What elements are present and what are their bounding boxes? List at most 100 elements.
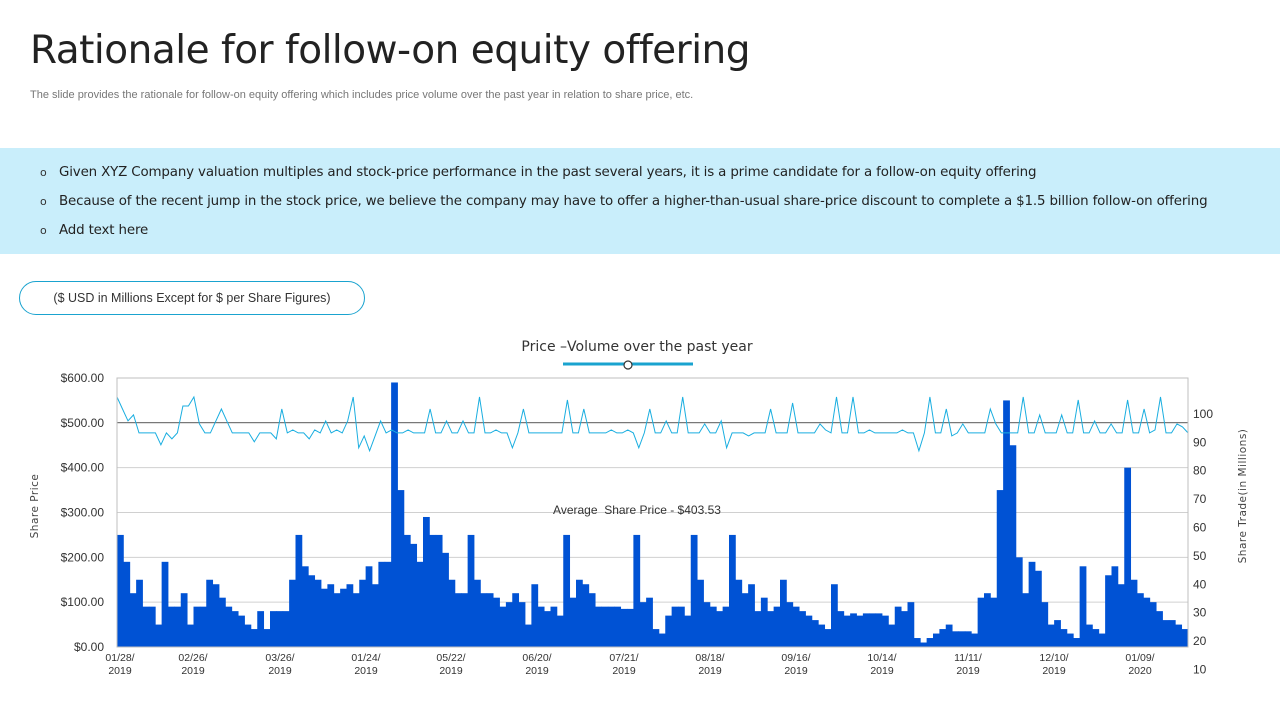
price-bar (231, 611, 239, 647)
price-bar (741, 593, 749, 647)
price-bar (984, 593, 991, 647)
price-bar (665, 615, 673, 647)
price-bar (193, 606, 201, 647)
x-tick-label: 07/21/ (609, 652, 638, 664)
price-bar (123, 561, 131, 647)
price-bar (321, 588, 328, 647)
price-bar (544, 611, 551, 647)
y-tick-label: $300.00 (61, 506, 105, 520)
price-bar (703, 602, 711, 647)
price-bar (971, 633, 979, 647)
price-bar (550, 606, 558, 647)
x-tick-label-year: 2019 (870, 665, 894, 677)
price-bar (786, 602, 794, 647)
price-bar (1137, 593, 1144, 647)
x-tick-label: 09/16/ (781, 652, 810, 664)
price-bar (263, 629, 271, 647)
price-bar (206, 579, 214, 647)
price-bar (180, 593, 188, 647)
y2-axis-title: Share Trade(in Millions) (1237, 429, 1249, 564)
price-bar (199, 606, 207, 647)
price-bar (276, 611, 284, 647)
x-tick-label: 01/28/ (105, 652, 134, 664)
y-tick-label: $500.00 (61, 416, 105, 430)
price-bar (913, 638, 921, 647)
y-axis-labels: $0.00 $100.00 $200.00 $300.00 $400.00 $500.00… (61, 371, 105, 654)
x-tick-label-year: 2019 (525, 665, 549, 677)
price-bar (308, 575, 316, 647)
y-axis-title: Share Price (29, 474, 41, 539)
price-bar (882, 615, 889, 647)
price-bar (454, 593, 462, 647)
price-bar (1066, 633, 1074, 647)
rationale-text: Given XYZ Company valuation multiples an… (59, 165, 1037, 180)
price-bar (365, 566, 373, 647)
price-bar (461, 593, 469, 647)
y2-tick-label: 100 (1193, 407, 1213, 421)
price-bar (767, 611, 775, 647)
price-bar (588, 593, 596, 647)
price-bar (467, 534, 475, 647)
price-bar (244, 624, 252, 647)
price-bar (397, 490, 405, 647)
price-bar (250, 629, 258, 647)
price-bar (1041, 602, 1049, 647)
title-marker (623, 360, 633, 370)
y2-axis-labels: 10 20 30 40 50 60 70 80 90 100 (1193, 407, 1213, 677)
x-tick-label-year: 2020 (1128, 665, 1152, 677)
price-volume-chart: Price –Volume over the past year $0.00 $1… (29, 339, 1249, 677)
price-bar (537, 606, 545, 647)
price-bar (410, 543, 418, 647)
y-tick-label: $600.00 (61, 371, 105, 385)
price-bar (327, 584, 335, 647)
y2-tick-label: 40 (1193, 577, 1207, 591)
price-bar (314, 579, 322, 647)
price-bar (799, 611, 806, 647)
price-bar (780, 579, 787, 647)
price-bar (168, 606, 175, 647)
price-bar (493, 597, 500, 647)
price-bar (1105, 575, 1112, 647)
price-bar (1047, 624, 1055, 647)
price-bar (945, 624, 953, 647)
average-price-annotation: Average Share Price - $403.53 (553, 503, 721, 517)
x-tick-label-year: 2019 (108, 665, 132, 677)
x-tick-label: 01/24/ (351, 652, 380, 664)
price-bar (448, 579, 456, 647)
price-bar (391, 382, 398, 647)
price-bar (556, 615, 564, 647)
price-bar (576, 579, 583, 647)
price-bar (219, 597, 226, 647)
price-bar (850, 613, 857, 648)
price-bar (990, 597, 998, 647)
price-bar (926, 638, 934, 647)
price-bar (888, 624, 896, 647)
bullet-icon: o (40, 166, 47, 179)
price-bar (480, 593, 488, 647)
price-bar (282, 611, 290, 647)
y-tick-label: $0.00 (74, 640, 104, 654)
rationale-item: o Given XYZ Company valuation multiples a… (40, 162, 1280, 191)
price-bar (289, 579, 296, 647)
share-trade-line (116, 395, 1189, 453)
y2-tick-label: 20 (1193, 634, 1207, 648)
price-bar (403, 534, 411, 647)
price-bar (633, 534, 641, 647)
price-bar (933, 633, 940, 647)
price-bar (155, 624, 163, 647)
price-bar (1181, 629, 1189, 647)
price-bar (875, 613, 883, 648)
price-bar (257, 611, 265, 647)
rationale-list: o Given XYZ Company valuation multiples a… (0, 148, 1280, 249)
price-bar (811, 620, 819, 647)
price-bar (856, 615, 864, 647)
page-subtitle: The slide provides the rationale for fol… (30, 89, 694, 101)
price-bar (722, 606, 730, 647)
rationale-text: Add text here (59, 223, 149, 238)
price-bar (225, 606, 233, 647)
price-bar (678, 606, 685, 647)
price-bar (1111, 566, 1119, 647)
price-bar (512, 593, 520, 647)
price-bar (671, 606, 679, 647)
price-bar (1175, 624, 1183, 647)
